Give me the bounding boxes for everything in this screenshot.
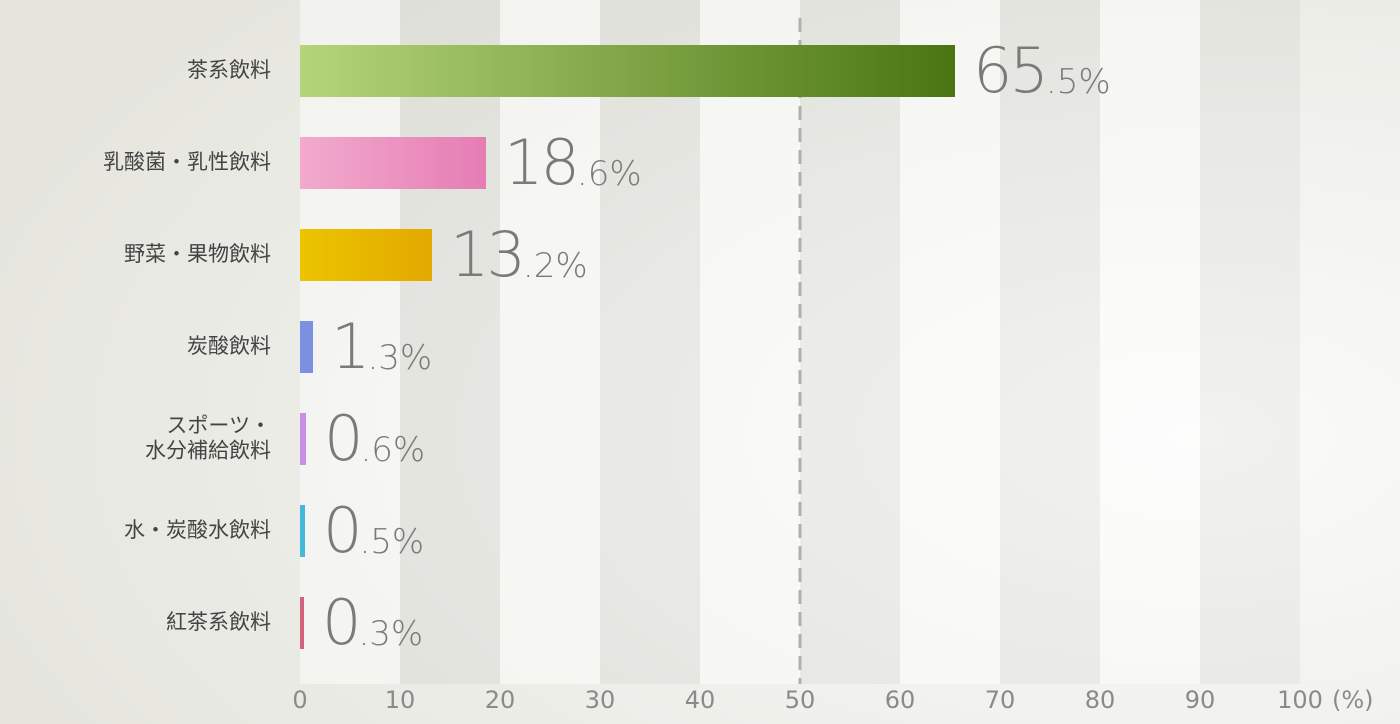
value-label: 1.3% [331,310,432,383]
x-tick-label: 90 [1185,686,1216,714]
grid-band [300,0,400,684]
bar [300,229,432,281]
grid-band [1200,0,1300,684]
value-label: 0.6% [324,402,425,475]
grid-band [900,0,1000,684]
category-label: 紅茶系飲料 [166,610,271,634]
category-label: 乳酸菌・乳性飲料 [103,150,271,174]
category-label: 野菜・果物飲料 [124,242,271,266]
grid-band [700,0,800,684]
x-tick-label: 30 [585,686,616,714]
x-unit: (%) [1332,686,1374,714]
value-label: 18.6% [504,126,642,199]
bar [300,137,486,189]
category-label: 茶系飲料 [187,58,271,82]
value-label: 0.3% [322,586,423,659]
bar [300,45,955,97]
x-tick-label: 70 [985,686,1016,714]
category-label: 炭酸飲料 [187,334,271,358]
category-label: 水・炭酸水飲料 [124,518,271,542]
x-tick-label: 80 [1085,686,1116,714]
bar [300,413,306,465]
value-label: 65.5% [973,34,1111,107]
grid-band [1100,0,1200,684]
bar [300,321,313,373]
x-tick-label: 20 [485,686,516,714]
grid-band [600,0,700,684]
grid-band [500,0,600,684]
x-tick-label: 100 [1277,686,1323,714]
x-tick-label: 40 [685,686,716,714]
value-label: 13.2% [450,218,588,291]
grid-band [800,0,900,684]
x-tick-label: 60 [885,686,916,714]
value-label: 0.5% [323,494,424,567]
x-tick-label: 0 [292,686,307,714]
bar [300,505,305,557]
x-tick-label: 10 [385,686,416,714]
x-tick-label: 50 [785,686,816,714]
bar [300,597,304,649]
category-label: スポーツ・水分補給飲料 [145,414,271,463]
